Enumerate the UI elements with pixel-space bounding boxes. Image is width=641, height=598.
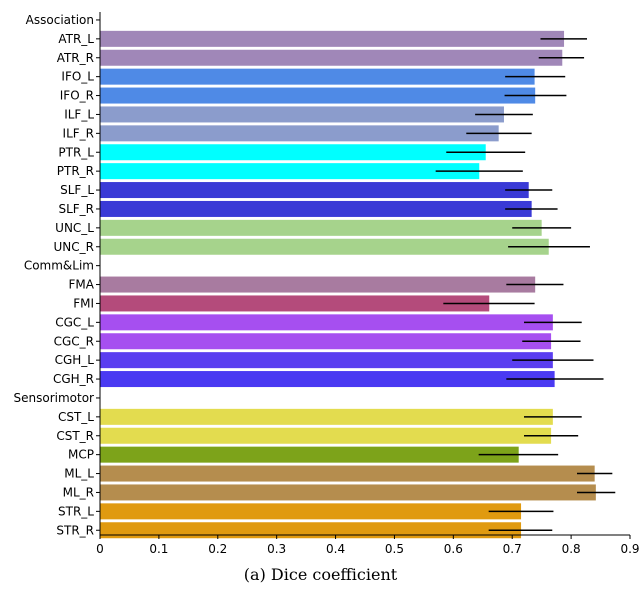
- y-tick-label-fma: FMA: [69, 278, 95, 292]
- group-label-comm-lim: Comm&Lim: [24, 259, 94, 273]
- y-tick-label-atr-r: ATR_R: [57, 51, 94, 65]
- y-tick-label-cgc-l: CGC_L: [55, 315, 94, 329]
- y-tick-label-unc-l: UNC_L: [55, 221, 94, 235]
- bar-ptr-l: [100, 144, 486, 161]
- bars-layer: [100, 30, 596, 539]
- bar-ifo-r: [100, 87, 536, 104]
- y-tick-label-ifo-r: IFO_R: [60, 89, 94, 103]
- bar-cgh-l: [100, 352, 553, 369]
- bar-unc-r: [100, 238, 549, 255]
- y-tick-label-ptr-l: PTR_L: [58, 145, 94, 159]
- bar-mcp: [100, 446, 519, 463]
- x-tick-label: 0.7: [503, 542, 522, 556]
- axes-layer: [96, 12, 631, 539]
- figure-caption: (a) Dice coefficient: [243, 565, 398, 584]
- labels-layer: Association ATR_L ATR_R IFO_L IFO_R ILF_L ILF_…: [14, 13, 640, 556]
- y-tick-label-ptr-r: PTR_R: [57, 164, 94, 178]
- y-tick-label-cst-r: CST_R: [56, 429, 94, 443]
- bar-ptr-r: [100, 163, 480, 180]
- y-tick-label-str-r: STR_R: [56, 523, 94, 537]
- y-tick-label-atr-l: ATR_L: [58, 32, 94, 46]
- bar-atr-r: [100, 49, 563, 66]
- x-tick-label: 0.9: [620, 542, 639, 556]
- bar-cgh-r: [100, 371, 555, 388]
- y-tick-label-cst-l: CST_L: [58, 410, 94, 424]
- y-tick-label-ml-r: ML_R: [63, 485, 94, 499]
- bar-slf-l: [100, 182, 529, 199]
- y-tick-label-mcp: MCP: [68, 448, 94, 462]
- x-tick-label: 0.3: [267, 542, 286, 556]
- bar-str-r: [100, 522, 522, 539]
- y-tick-label-ml-l: ML_L: [64, 467, 94, 481]
- bar-str-l: [100, 503, 522, 520]
- y-tick-label-cgh-l: CGH_L: [55, 353, 95, 367]
- bar-ilf-r: [100, 125, 499, 142]
- x-tick-label: 0.1: [149, 542, 168, 556]
- bar-ilf-l: [100, 106, 504, 123]
- dice-coefficient-chart: Association ATR_L ATR_R IFO_L IFO_R ILF_L ILF_…: [14, 12, 640, 556]
- x-tick-label: 0.5: [385, 542, 404, 556]
- x-tick-label: 0.6: [444, 542, 463, 556]
- x-tick-label: 0.2: [208, 542, 227, 556]
- bar-atr-l: [100, 30, 565, 47]
- group-label-sensorimotor: Sensorimotor: [14, 391, 95, 405]
- bar-ml-l: [100, 465, 595, 482]
- bar-ml-r: [100, 484, 596, 501]
- group-label-association: Association: [26, 13, 94, 27]
- y-tick-label-fmi: FMI: [73, 296, 94, 310]
- bar-cgc-r: [100, 333, 552, 350]
- bar-ifo-l: [100, 68, 535, 85]
- y-tick-label-ilf-r: ILF_R: [63, 126, 94, 140]
- y-tick-label-cgc-r: CGC_R: [54, 334, 94, 348]
- y-tick-label-slf-l: SLF_L: [60, 183, 94, 197]
- x-tick-label: 0.4: [326, 542, 345, 556]
- x-tick-label: 0: [96, 542, 104, 556]
- y-tick-label-slf-r: SLF_R: [58, 202, 94, 216]
- y-tick-label-ilf-l: ILF_L: [64, 107, 94, 121]
- bar-fmi: [100, 295, 490, 312]
- bar-slf-r: [100, 200, 532, 217]
- bar-cst-l: [100, 408, 553, 425]
- bar-fma: [100, 276, 536, 293]
- bar-unc-l: [100, 219, 542, 236]
- y-tick-label-ifo-l: IFO_L: [61, 70, 94, 84]
- y-tick-label-cgh-r: CGH_R: [53, 372, 94, 386]
- x-tick-label: 0.8: [562, 542, 581, 556]
- bar-cgc-l: [100, 314, 553, 331]
- error-bars-layer: [435, 38, 616, 531]
- bar-cst-r: [100, 427, 552, 444]
- y-tick-label-str-l: STR_L: [58, 504, 94, 518]
- y-tick-label-unc-r: UNC_R: [54, 240, 94, 254]
